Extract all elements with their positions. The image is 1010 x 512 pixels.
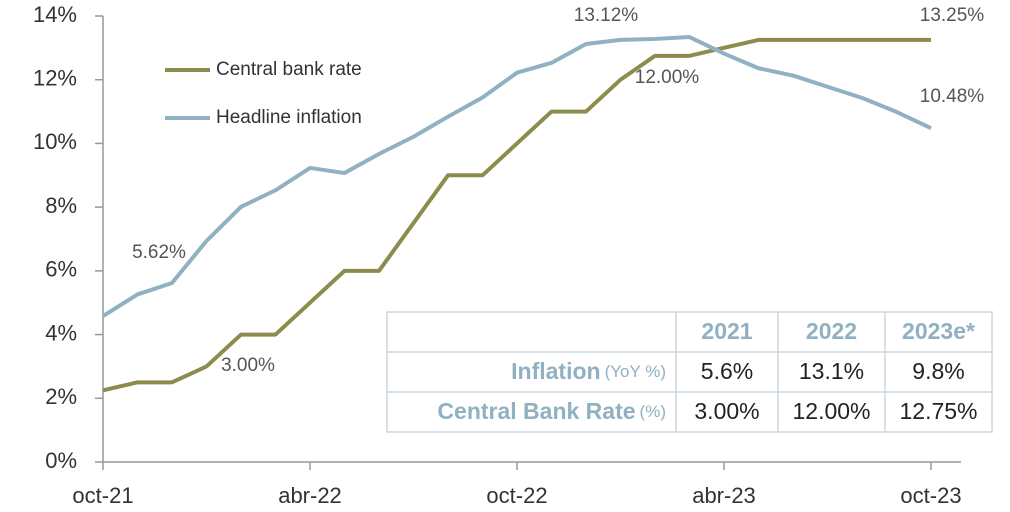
table-bg xyxy=(386,311,993,433)
table-cell: 13.1% xyxy=(799,358,864,384)
annotation: 13.12% xyxy=(574,5,639,26)
row-label-name: Central Bank Rate xyxy=(437,398,635,424)
y-tick-label: 14% xyxy=(33,2,77,27)
annotation: 3.00% xyxy=(221,355,275,376)
series-line xyxy=(102,37,931,393)
table-cell: 12.00% xyxy=(792,398,870,424)
annotation: 5.62% xyxy=(132,242,186,263)
table-header: 2023e* xyxy=(902,318,975,344)
annotation: 13.25% xyxy=(920,5,985,26)
table-cell: 9.8% xyxy=(912,358,964,384)
y-tick-label: 4% xyxy=(45,320,77,345)
table-header: 2021 xyxy=(701,318,752,344)
row-label-unit: (YoY %) xyxy=(605,362,666,381)
table-cell: 12.75% xyxy=(899,398,977,424)
y-tick-label: 6% xyxy=(45,257,77,282)
x-tick-label: oct-21 xyxy=(72,483,133,508)
legend-label: Headline inflation xyxy=(216,107,362,128)
row-label-name: Inflation xyxy=(511,358,600,384)
table-cell: 3.00% xyxy=(694,398,759,424)
y-tick-label: 2% xyxy=(45,384,77,409)
annotation: 10.48% xyxy=(920,86,985,107)
y-tick-label: 0% xyxy=(45,448,77,473)
legend-label: Central bank rate xyxy=(216,59,362,80)
annotation: 12.00% xyxy=(635,67,700,88)
y-tick-label: 8% xyxy=(45,193,77,218)
y-tick-label: 10% xyxy=(33,129,77,154)
row-label-unit: (%) xyxy=(640,402,666,421)
y-tick-label: 12% xyxy=(33,66,77,91)
x-tick-label: oct-22 xyxy=(486,483,547,508)
row-label: Central Bank Rate (%) xyxy=(437,398,666,424)
x-tick-label: abr-23 xyxy=(692,483,756,508)
table-header: 2022 xyxy=(806,318,857,344)
table-cell: 5.6% xyxy=(701,358,753,384)
x-tick-label: abr-22 xyxy=(278,483,342,508)
row-label: Inflation (YoY %) xyxy=(511,358,666,384)
series-line xyxy=(101,35,932,318)
x-tick-label: oct-23 xyxy=(900,483,961,508)
